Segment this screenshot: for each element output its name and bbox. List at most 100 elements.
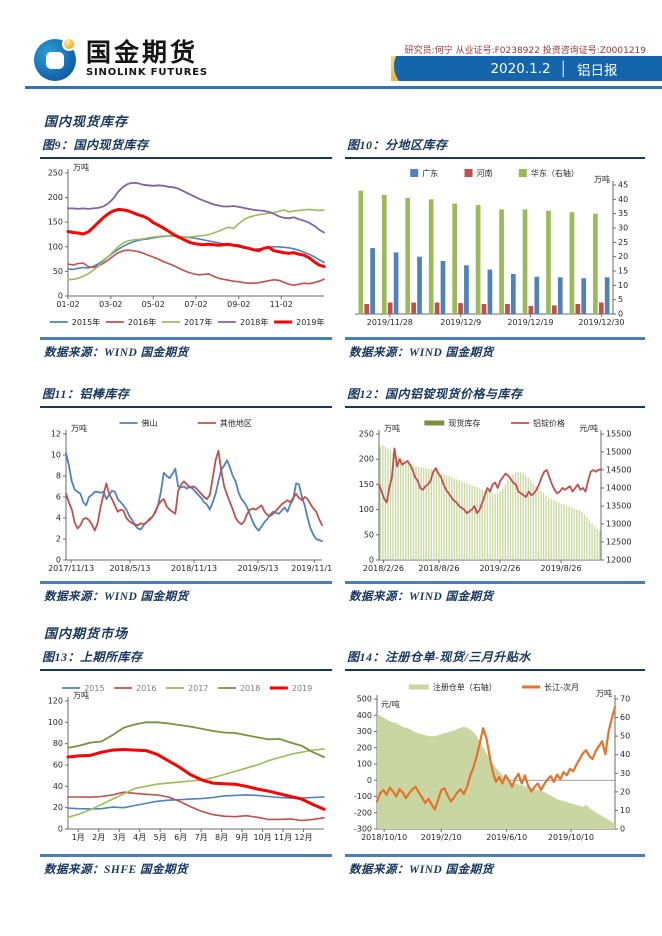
logo-gold-ball-icon [62, 37, 76, 51]
svg-text:11-02: 11-02 [270, 300, 293, 309]
date-banner: 2020.1.2 │ 铝日报 [391, 56, 662, 81]
svg-text:12000: 12000 [606, 556, 631, 565]
figure-11-card: 图11：铝棒库存 0 2 4 6 8 10 12 2017/11/13 2018/5/13 201… [40, 385, 332, 604]
svg-text:-300: -300 [354, 825, 372, 834]
svg-text:2018/5/13: 2018/5/13 [109, 564, 150, 573]
svg-text:2019: 2019 [292, 684, 312, 693]
svg-text:200: 200 [359, 455, 374, 464]
svg-text:40: 40 [620, 750, 630, 759]
svg-text:2019/5/13: 2019/5/13 [237, 564, 278, 573]
svg-text:35: 35 [618, 209, 628, 218]
svg-text:10: 10 [618, 281, 628, 290]
svg-text:2019/2/10: 2019/2/10 [421, 833, 462, 842]
svg-text:0: 0 [58, 825, 63, 834]
figure-12-card: 图12：国内铝锭现货价格与库存 0 50 100 150 200 250 12000 1250… [345, 385, 645, 604]
svg-text:5: 5 [618, 295, 623, 304]
svg-text:250: 250 [48, 169, 63, 178]
svg-text:20: 20 [618, 252, 628, 261]
svg-text:60: 60 [620, 713, 630, 722]
svg-text:20: 20 [53, 803, 63, 812]
svg-text:3月: 3月 [113, 833, 126, 842]
svg-text:万吨: 万吨 [73, 162, 89, 172]
svg-text:元/吨: 元/吨 [381, 699, 400, 709]
svg-text:40: 40 [618, 195, 628, 204]
svg-text:8月: 8月 [215, 833, 228, 842]
svg-text:500: 500 [357, 695, 372, 704]
svg-text:100: 100 [48, 242, 63, 251]
svg-text:9月: 9月 [236, 833, 249, 842]
logo-text: 国金期货 SINOLINK FUTURES [86, 38, 208, 79]
svg-text:广东: 广东 [422, 168, 438, 178]
svg-text:12500: 12500 [606, 538, 631, 547]
figure-10-title: 图10：分地区库存 [345, 136, 645, 159]
svg-text:-100: -100 [354, 792, 372, 801]
svg-text:03-02: 03-02 [99, 300, 122, 309]
svg-text:0: 0 [620, 825, 625, 834]
svg-text:01-02: 01-02 [56, 300, 79, 309]
svg-text:10: 10 [620, 806, 630, 815]
figure-9-title: 图9：国内现货库存 [40, 136, 332, 159]
svg-text:2018年: 2018年 [240, 317, 268, 327]
svg-text:2: 2 [56, 535, 61, 544]
svg-text:25: 25 [618, 238, 628, 247]
section-heading-spot-inventory: 国内现货库存 [44, 114, 129, 129]
svg-text:-200: -200 [354, 808, 372, 817]
svg-text:2018/8/26: 2018/8/26 [418, 564, 459, 573]
svg-text:0: 0 [618, 310, 623, 319]
svg-text:250: 250 [359, 430, 374, 439]
svg-text:2018: 2018 [240, 684, 260, 693]
svg-text:20: 20 [620, 787, 630, 796]
svg-text:元/吨: 元/吨 [579, 423, 598, 433]
figure-10-card: 图10：分地区库存 0 5 10 15 20 25 30 35 40 45 2019/11/28 20… [345, 136, 645, 360]
svg-text:2019/12/19: 2019/12/19 [507, 318, 553, 327]
svg-text:50: 50 [53, 267, 63, 276]
svg-text:45: 45 [618, 181, 628, 190]
svg-text:2019/8/26: 2019/8/26 [541, 564, 582, 573]
svg-text:2019/11/13: 2019/11/13 [291, 564, 332, 573]
svg-text:0: 0 [58, 292, 63, 301]
svg-text:200: 200 [48, 193, 63, 202]
svg-text:2019/12/9: 2019/12/9 [440, 318, 481, 327]
figure-13-title: 图13：上期所库存 [40, 648, 332, 671]
svg-text:6: 6 [56, 493, 61, 502]
banner-divider: │ [559, 60, 569, 77]
svg-text:2018/2/26: 2018/2/26 [363, 564, 404, 573]
banner-cover [394, 56, 444, 81]
svg-text:200: 200 [357, 743, 372, 752]
svg-text:2015年: 2015年 [72, 317, 100, 327]
figure-14-source: 数据来源：WIND 国金期货 [345, 854, 645, 877]
svg-text:5月: 5月 [154, 833, 167, 842]
svg-text:2019/11/28: 2019/11/28 [367, 318, 413, 327]
svg-text:40: 40 [53, 782, 63, 791]
figure-9-chart: 0 50 100 150 200 250 01-02 03-02 05-02 07-02 09-02… [48, 162, 326, 327]
svg-text:2018/11/13: 2018/11/13 [171, 564, 217, 573]
svg-text:注册仓单（右轴）: 注册仓单（右轴） [433, 682, 497, 692]
svg-text:2016: 2016 [136, 684, 156, 693]
figure-11-chart: 0 2 4 6 8 10 12 2017/11/13 2018/5/13 2018/11/13 20… [48, 418, 332, 573]
section-heading-futures-market: 国内期货市场 [44, 626, 129, 641]
svg-text:河南: 河南 [477, 168, 493, 178]
figure-12-title: 图12：国内铝锭现货价格与库存 [345, 385, 645, 408]
svg-text:05-02: 05-02 [142, 300, 165, 309]
svg-text:华东（右轴）: 华东（右轴） [531, 168, 579, 178]
sinolink-logo-icon [34, 37, 79, 82]
svg-text:4: 4 [56, 514, 61, 523]
figure-12-chart: 0 50 100 150 200 250 12000 12500 13000 13500 14000… [359, 418, 632, 573]
svg-text:0: 0 [369, 556, 374, 565]
svg-text:300: 300 [357, 727, 372, 736]
svg-text:30: 30 [618, 224, 628, 233]
svg-text:11月: 11月 [274, 833, 292, 842]
svg-text:10月: 10月 [253, 833, 271, 842]
svg-text:12: 12 [51, 430, 61, 439]
svg-text:2月: 2月 [92, 833, 105, 842]
svg-text:佛山: 佛山 [142, 418, 158, 428]
svg-text:万吨: 万吨 [596, 688, 612, 698]
svg-text:60: 60 [53, 761, 63, 770]
svg-text:13500: 13500 [606, 502, 631, 511]
svg-text:2018/10/10: 2018/10/10 [361, 833, 407, 842]
svg-text:2017年: 2017年 [184, 317, 212, 327]
company-name-en: SINOLINK FUTURES [86, 67, 208, 78]
company-name: 国金期货 [86, 38, 199, 67]
svg-text:400: 400 [357, 711, 372, 720]
